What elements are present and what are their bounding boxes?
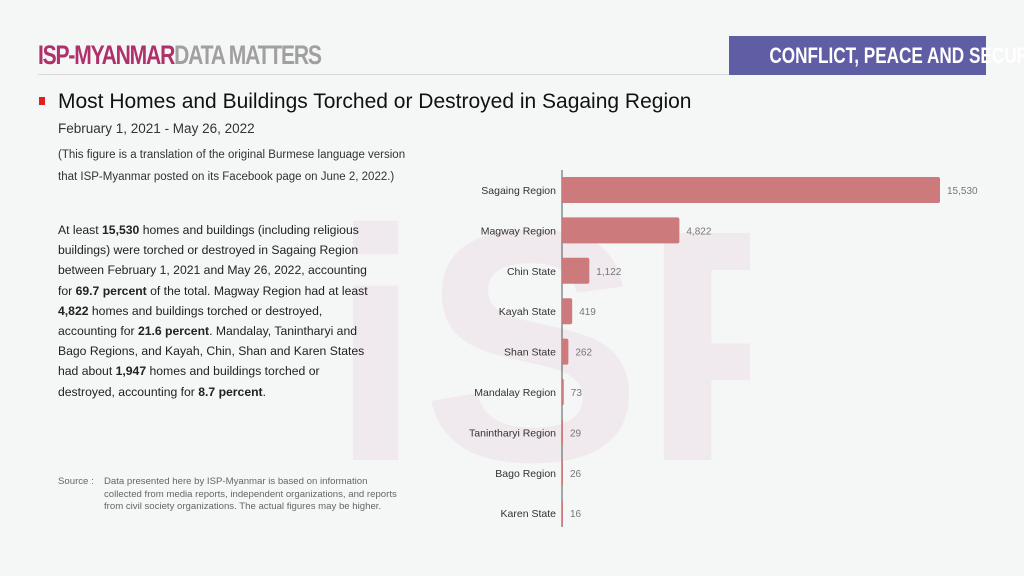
header-divider [38,74,984,75]
bar [562,217,680,244]
category-label: Magway Region [481,225,556,237]
brand-secondary: DATA MATTERS [174,40,322,70]
note-line-2: that ISP-Myanmar posted on its Facebook … [58,171,395,183]
value-label: 16 [570,509,582,520]
category-label: CONFLICT, PEACE AND SECURITY [769,43,1024,68]
category-label: Chin State [507,266,556,278]
date-range: February 1, 2021 - May 26, 2022 [58,121,255,136]
bar [562,257,590,284]
translation-note: (This figure is a translation of the ori… [58,144,405,188]
category-label: Karen State [501,508,557,520]
bar-chart: Sagaing Region 15,530 Magway Region 4,822 Ch… [469,170,978,527]
category-label: Shan State [504,347,556,359]
brand-logo: ISP-MYANMARDATA MATTERS [38,40,322,71]
bar [562,379,564,405]
summary-segment: of the total. Magway Region had at least [146,283,368,298]
value-label: 15,530 [947,186,978,197]
bar [562,177,940,203]
source-note: Source : Data presented here by ISP-Myanm… [58,476,404,514]
summary-text: At least 15,530 homes and buildings (inc… [58,220,368,402]
value-label: 1,122 [596,267,621,278]
category-label: Kayah State [499,306,556,318]
summary-segment: At least [58,223,103,237]
value-label: 29 [570,428,582,439]
value-label: 419 [579,307,596,318]
summary-segment: homes and buildings torched or destroyed… [58,364,320,399]
bar [562,500,563,527]
brand-primary: ISP-MYANMAR [38,40,175,70]
source-text: Data presented here by ISP-Myanmar is ba… [104,476,397,512]
category-badge: CONFLICT, PEACE AND SECURITY [729,36,1024,75]
bar [562,419,563,446]
note-line-1: (This figure is a translation of the ori… [58,149,406,161]
category-label: Bago Region [495,468,556,480]
summary-segment: homes and buildings torched or destroyed… [58,303,323,339]
value-label: 73 [571,388,583,399]
summary-segment: 21.6 percent [137,324,210,339]
value-label: 26 [570,469,582,480]
bar [562,298,573,325]
category-label: Tanintharyi Region [469,427,556,439]
summary-segment: homes and buildings (including religious… [58,223,367,298]
category-label: Mandalay Region [474,387,556,399]
summary-segment: . [262,384,266,399]
summary-segment: 4,822 [58,303,89,318]
summary-segment: 1,947 [115,364,147,379]
page-title: Most Homes and Buildings Torched or Dest… [58,90,692,113]
source-label: Source : [58,476,94,487]
summary-segment: 8.7 percent [198,384,263,399]
category-label: Sagaing Region [481,185,556,197]
summary-segment: 15,530 [102,223,140,237]
bar [562,459,563,486]
bar [562,338,569,365]
summary-segment: . Mandalay, Tanintharyi and Bago Regions… [58,324,365,379]
value-label: 262 [575,348,592,359]
title-bullet-icon [39,97,45,105]
summary-segment: 69.7 percent [75,283,147,298]
value-label: 4,822 [686,226,711,237]
